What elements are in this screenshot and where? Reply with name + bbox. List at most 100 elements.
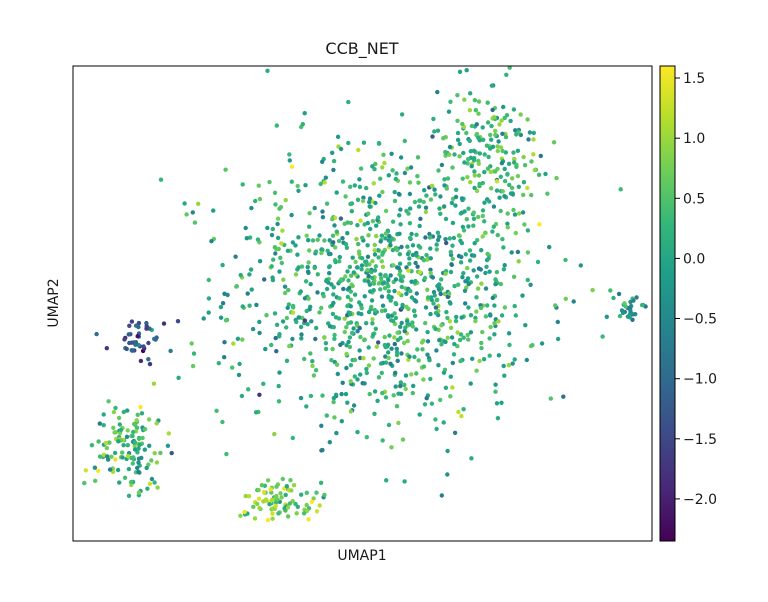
data-point — [120, 450, 125, 455]
data-point — [302, 111, 307, 116]
data-point — [525, 228, 531, 233]
plot-frame — [72, 65, 653, 542]
data-point — [479, 281, 484, 286]
data-point — [308, 304, 313, 309]
data-point — [106, 399, 111, 404]
colorbar-tick-label: 0.0 — [683, 251, 705, 267]
data-point — [311, 373, 317, 378]
data-point — [413, 260, 418, 266]
data-point — [209, 239, 214, 244]
data-point — [321, 294, 326, 299]
data-point — [403, 386, 408, 392]
data-point — [443, 385, 449, 390]
data-point — [289, 179, 294, 184]
data-point — [317, 233, 322, 238]
data-point — [319, 423, 324, 428]
data-point — [305, 322, 310, 327]
data-point — [336, 316, 342, 321]
data-point — [121, 409, 127, 415]
data-point — [135, 450, 140, 455]
data-point — [386, 284, 391, 289]
data-point — [233, 254, 238, 259]
data-point — [500, 237, 505, 242]
data-point — [520, 210, 526, 215]
data-point — [344, 245, 350, 250]
data-point — [361, 356, 366, 361]
data-point — [320, 393, 325, 398]
data-point — [230, 365, 235, 370]
data-point — [367, 199, 372, 205]
data-point — [275, 497, 280, 502]
data-point — [287, 152, 292, 157]
data-point — [388, 242, 393, 248]
data-point — [458, 260, 464, 265]
data-point — [161, 321, 167, 326]
data-point — [479, 248, 484, 253]
data-point — [283, 492, 288, 498]
data-point — [386, 289, 391, 294]
data-point — [169, 450, 174, 456]
data-point — [302, 356, 307, 362]
data-point — [405, 166, 410, 171]
data-point — [289, 488, 294, 493]
data-point — [419, 340, 425, 345]
data-point — [222, 355, 227, 360]
data-point — [144, 465, 149, 471]
data-point — [290, 310, 296, 315]
data-point — [493, 128, 498, 134]
data-point — [272, 311, 278, 316]
data-point — [400, 274, 406, 279]
data-point — [506, 363, 511, 368]
data-point — [331, 158, 337, 164]
data-point — [547, 244, 552, 250]
data-point — [361, 140, 367, 145]
data-point — [525, 185, 530, 191]
data-point — [244, 236, 249, 241]
data-point — [290, 435, 295, 441]
data-point — [415, 174, 420, 179]
data-point — [218, 304, 224, 310]
data-point — [253, 410, 259, 415]
data-point — [299, 264, 305, 269]
data-point — [482, 219, 487, 224]
data-point — [135, 465, 140, 471]
data-point — [502, 166, 507, 172]
data-point — [402, 479, 407, 484]
data-point — [496, 319, 501, 324]
data-point — [107, 440, 112, 445]
data-point — [274, 484, 279, 489]
data-point — [462, 97, 467, 102]
data-point — [306, 517, 311, 522]
data-point — [446, 109, 452, 114]
data-point — [283, 197, 288, 203]
data-point — [309, 499, 315, 504]
data-point — [413, 299, 419, 304]
data-point — [480, 125, 485, 130]
data-point — [442, 291, 447, 297]
data-point — [324, 413, 329, 418]
data-point — [360, 235, 365, 240]
colorbar-tick-label: −1.0 — [683, 372, 717, 388]
data-point — [364, 370, 369, 376]
data-point — [372, 268, 378, 273]
colorbar-tick-label: −2.0 — [683, 492, 717, 508]
data-point — [314, 509, 320, 514]
data-point — [206, 296, 212, 301]
data-point — [289, 212, 294, 218]
data-point — [386, 173, 391, 178]
data-point — [351, 270, 356, 275]
data-point — [136, 469, 141, 475]
data-point — [367, 204, 372, 209]
data-point — [460, 224, 466, 230]
data-point — [472, 156, 477, 161]
colorbar-tick-label: 1.0 — [683, 131, 705, 147]
data-point — [334, 229, 339, 234]
data-point — [130, 461, 135, 466]
data-point — [405, 251, 411, 257]
data-point — [386, 295, 391, 300]
data-point — [435, 128, 441, 133]
data-point — [414, 291, 419, 296]
data-point — [327, 271, 332, 276]
data-point — [404, 304, 409, 309]
data-point — [337, 259, 342, 264]
